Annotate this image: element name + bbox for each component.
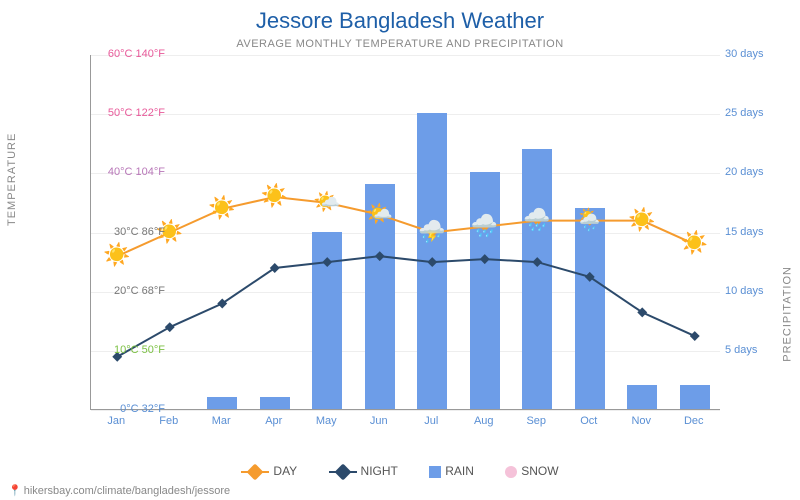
- y-left-axis-label: TEMPERATURE: [6, 133, 18, 226]
- weather-icon: ☀️: [261, 183, 289, 211]
- location-pin-icon: 📍: [8, 485, 22, 497]
- y-right-tick: 15 days: [725, 226, 764, 238]
- y-right-tick: 30 days: [725, 48, 764, 60]
- day-line: [117, 197, 695, 256]
- y-left-tick: 30°C 86°F: [95, 226, 165, 238]
- night-marker: [480, 254, 490, 264]
- x-tick: Aug: [458, 415, 510, 427]
- legend-rain: RAIN: [429, 464, 474, 478]
- weather-icon: ☀️: [208, 195, 236, 223]
- night-marker: [322, 257, 332, 267]
- x-tick: Sep: [510, 415, 562, 427]
- footer-source: 📍hikersbay.com/climate/bangladesh/jessor…: [8, 484, 230, 497]
- legend-snow: SNOW: [505, 464, 558, 478]
- weather-icon: 🌦️: [576, 207, 604, 235]
- x-tick: Apr: [248, 415, 300, 427]
- x-tick: Nov: [615, 415, 667, 427]
- weather-icon: ☀️: [628, 207, 656, 235]
- x-tick: Jan: [90, 415, 142, 427]
- x-tick: May: [300, 415, 352, 427]
- x-tick: Oct: [563, 415, 615, 427]
- y-left-tick: 40°C 104°F: [95, 166, 165, 178]
- line-series-svg: [91, 55, 721, 410]
- legend-day: DAY: [241, 464, 297, 478]
- night-line: [117, 256, 695, 357]
- weather-icon: 🌧️: [471, 213, 499, 241]
- y-right-axis-label: PRECIPITATION: [782, 266, 794, 362]
- weather-icon: ☀️: [681, 230, 709, 258]
- night-marker: [532, 257, 542, 267]
- weather-icon: 🌧️: [523, 207, 551, 235]
- weather-icon: 🌤️: [313, 189, 341, 217]
- x-tick: Jun: [353, 415, 405, 427]
- x-tick: Jul: [405, 415, 457, 427]
- x-tick: Mar: [195, 415, 247, 427]
- night-marker: [375, 251, 385, 261]
- night-marker: [427, 257, 437, 267]
- x-tick: Dec: [668, 415, 720, 427]
- weather-icon: ☀️: [103, 242, 131, 270]
- night-marker: [690, 331, 700, 341]
- chart-plot-area: ☀️☀️☀️☀️🌤️🌤️⛈️🌧️🌧️🌦️☀️☀️: [90, 55, 720, 410]
- chart-legend: DAY NIGHT RAIN SNOW: [0, 464, 800, 478]
- y-right-tick: 25 days: [725, 107, 764, 119]
- chart-title: Jessore Bangladesh Weather: [0, 0, 800, 34]
- y-right-tick: 5 days: [725, 344, 757, 356]
- y-left-tick: 60°C 140°F: [95, 48, 165, 60]
- weather-icon: 🌤️: [366, 201, 394, 229]
- weather-chart-container: Jessore Bangladesh Weather AVERAGE MONTH…: [0, 0, 800, 500]
- weather-icon: ⛈️: [418, 219, 446, 247]
- night-marker: [165, 322, 175, 332]
- legend-night: NIGHT: [329, 464, 398, 478]
- y-right-tick: 20 days: [725, 166, 764, 178]
- y-left-tick: 50°C 122°F: [95, 107, 165, 119]
- x-tick: Feb: [143, 415, 195, 427]
- y-left-tick: 20°C 68°F: [95, 285, 165, 297]
- y-right-tick: 10 days: [725, 285, 764, 297]
- y-left-tick: 0°C 32°F: [95, 403, 165, 415]
- y-left-tick: 10°C 50°F: [95, 344, 165, 356]
